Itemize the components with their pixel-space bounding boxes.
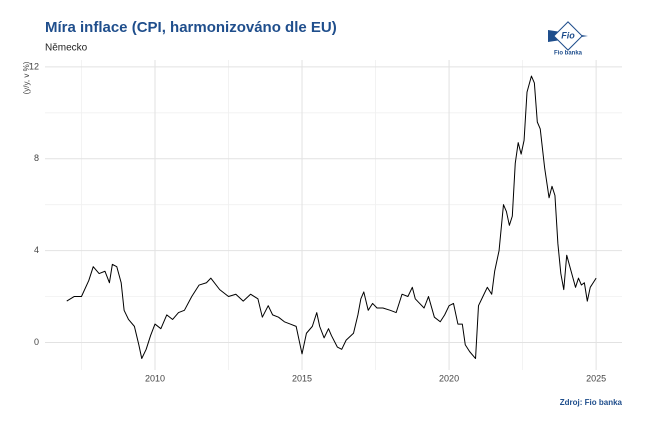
logo-text: Fio banka bbox=[554, 51, 583, 57]
x-tick-label: 2025 bbox=[586, 373, 606, 383]
y-tick-label: 4 bbox=[34, 245, 39, 255]
y-tick-label: 12 bbox=[29, 61, 39, 71]
logo-mark: Fio bbox=[561, 30, 575, 40]
y-axis-label: (y/y, v %) bbox=[22, 61, 31, 94]
y-tick-label: 8 bbox=[34, 153, 39, 163]
chart-title: Míra inflace (CPI, harmonizováno dle EU) bbox=[45, 19, 337, 36]
x-tick-label: 2020 bbox=[439, 373, 459, 383]
x-tick-label: 2015 bbox=[292, 373, 312, 383]
logo: Fio Fio banka bbox=[548, 21, 588, 57]
y-tick-label: 0 bbox=[34, 337, 39, 347]
logo-diamond bbox=[553, 21, 583, 51]
x-tick-label: 2010 bbox=[145, 373, 165, 383]
source: Zdroj: Fio banka bbox=[560, 398, 623, 407]
line bbox=[66, 75, 597, 360]
chart-subtitle: Německo bbox=[45, 43, 88, 54]
